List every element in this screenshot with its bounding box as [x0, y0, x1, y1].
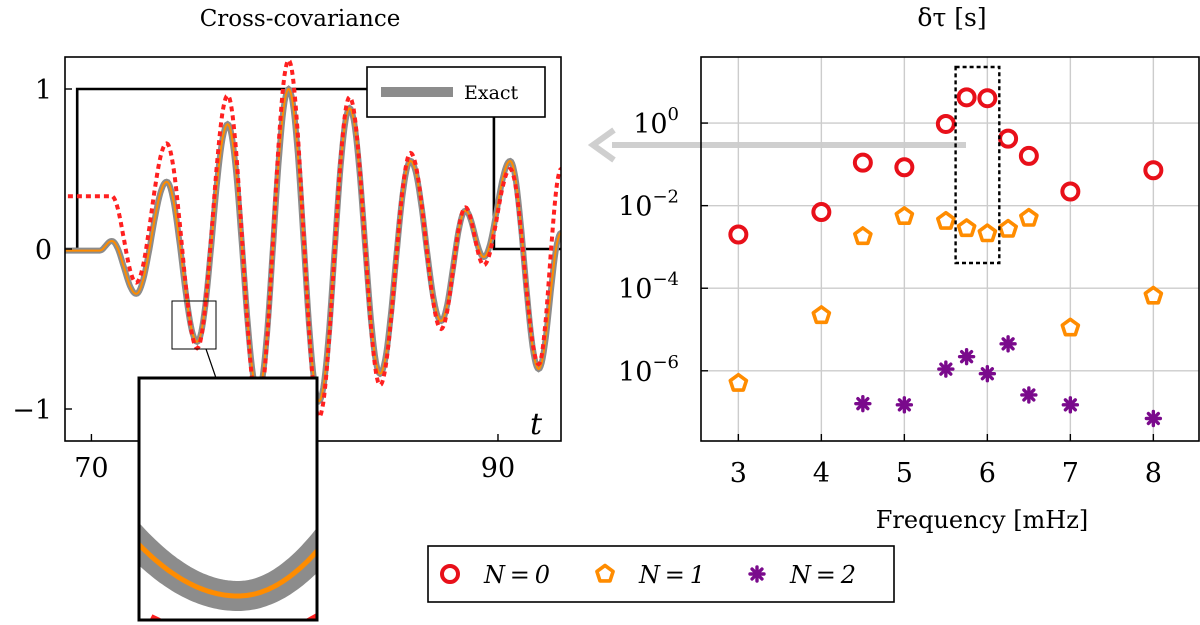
right-plot-frame [700, 56, 1200, 442]
right-grid [701, 57, 1199, 441]
n0-point [1060, 181, 1081, 202]
n0-point [956, 87, 977, 108]
right-y-tick-label: 10−6 [618, 352, 679, 388]
n1-point [1060, 317, 1081, 337]
bottom-legend-frame [427, 545, 895, 603]
bottom-legend: N = 0 N = 1 N = 2 [427, 545, 895, 603]
right-data-points [728, 87, 1164, 428]
n1-point [998, 218, 1019, 238]
left-legend-label-exact: Exact [464, 82, 519, 104]
legend-marker-asterisk [748, 565, 766, 583]
n1-point [894, 206, 915, 225]
legend-pentagon-shape [595, 563, 615, 583]
legend-label-n2: N = 2 [789, 561, 856, 589]
right-x-tick-label: 5 [896, 458, 913, 489]
arrow-head [587, 127, 616, 163]
n1-point [1018, 207, 1039, 227]
right-x-tick-label: 8 [1145, 458, 1162, 489]
n1-point [1143, 285, 1164, 305]
left-legend: Exact [366, 66, 546, 118]
left-x-tick-label: 70 [74, 453, 108, 484]
n2-point [937, 360, 955, 378]
legend-marker-circle [440, 564, 460, 584]
n0-point [1143, 160, 1164, 181]
highlight-box [954, 65, 1001, 265]
legend-marker-pentagon [595, 563, 615, 583]
n1-point [956, 218, 977, 238]
n1-point [811, 305, 832, 325]
zoom-inset-frame [137, 376, 319, 622]
left-x-axis-label: t [530, 407, 543, 442]
delta-tau-panel: δτ [s] 3 4 5 6 7 8 100 10−2 10−4 10−6 Frequency [… [618, 3, 1200, 534]
left-y-tick-label: 0 [35, 235, 52, 266]
right-x-tick-label: 7 [1062, 458, 1079, 489]
n2-point [1020, 386, 1038, 404]
approximation-curve [65, 87, 561, 403]
n1-point [935, 210, 956, 230]
right-y-tick-label: 10−4 [618, 269, 679, 305]
zoom-connector [205, 348, 217, 379]
right-y-tick-label: 100 [633, 104, 679, 140]
legend-label-n0: N = 0 [483, 561, 550, 589]
right-x-tick-label: 6 [979, 458, 996, 489]
right-axis-ticks: 3 4 5 6 7 8 100 10−2 10−4 10−6 [618, 104, 1162, 489]
n0-point [728, 224, 749, 245]
left-axis-ticks: 70 90 1 0 −1 [12, 75, 515, 484]
right-x-axis-label: Frequency [mHz] [876, 506, 1089, 534]
n1-point [977, 223, 998, 243]
n0-dotted-curve [65, 57, 561, 420]
n2-point [978, 365, 997, 383]
n2-point [1144, 409, 1163, 428]
n2-point [895, 396, 914, 414]
right-y-tick-label: 10−2 [618, 187, 679, 223]
zoom-region-marker [171, 300, 217, 350]
n2-point [854, 394, 872, 413]
n2-point [999, 335, 1017, 353]
n0-point [894, 157, 915, 178]
left-y-tick-label: −1 [12, 395, 52, 426]
left-x-tick-label: 90 [481, 453, 515, 484]
inset-approximation-curve [139, 541, 317, 599]
n0-point [935, 113, 956, 134]
legend-asterisk-shape [748, 565, 766, 583]
right-x-tick-label: 3 [730, 458, 747, 489]
n0-point [1018, 145, 1039, 166]
right-title: δτ [s] [917, 3, 986, 32]
arrow-to-left-panel [587, 127, 966, 163]
right-x-tick-label: 4 [813, 458, 830, 489]
n0-point [998, 128, 1019, 149]
legend-label-n1: N = 1 [638, 561, 705, 589]
left-title: Cross-covariance [200, 6, 401, 32]
n0-point [852, 152, 873, 173]
left-curves [65, 57, 561, 420]
n2-point [1061, 396, 1080, 414]
n1-point [852, 226, 873, 246]
n0-point [811, 202, 832, 223]
cross-covariance-panel: Cross-covariance 70 90 1 0 −1 t Exact [12, 6, 562, 622]
n1-point [728, 372, 749, 392]
n2-point [957, 347, 976, 366]
zoom-inset [139, 522, 317, 620]
left-y-tick-label: 1 [35, 75, 52, 106]
n0-point [977, 88, 998, 109]
